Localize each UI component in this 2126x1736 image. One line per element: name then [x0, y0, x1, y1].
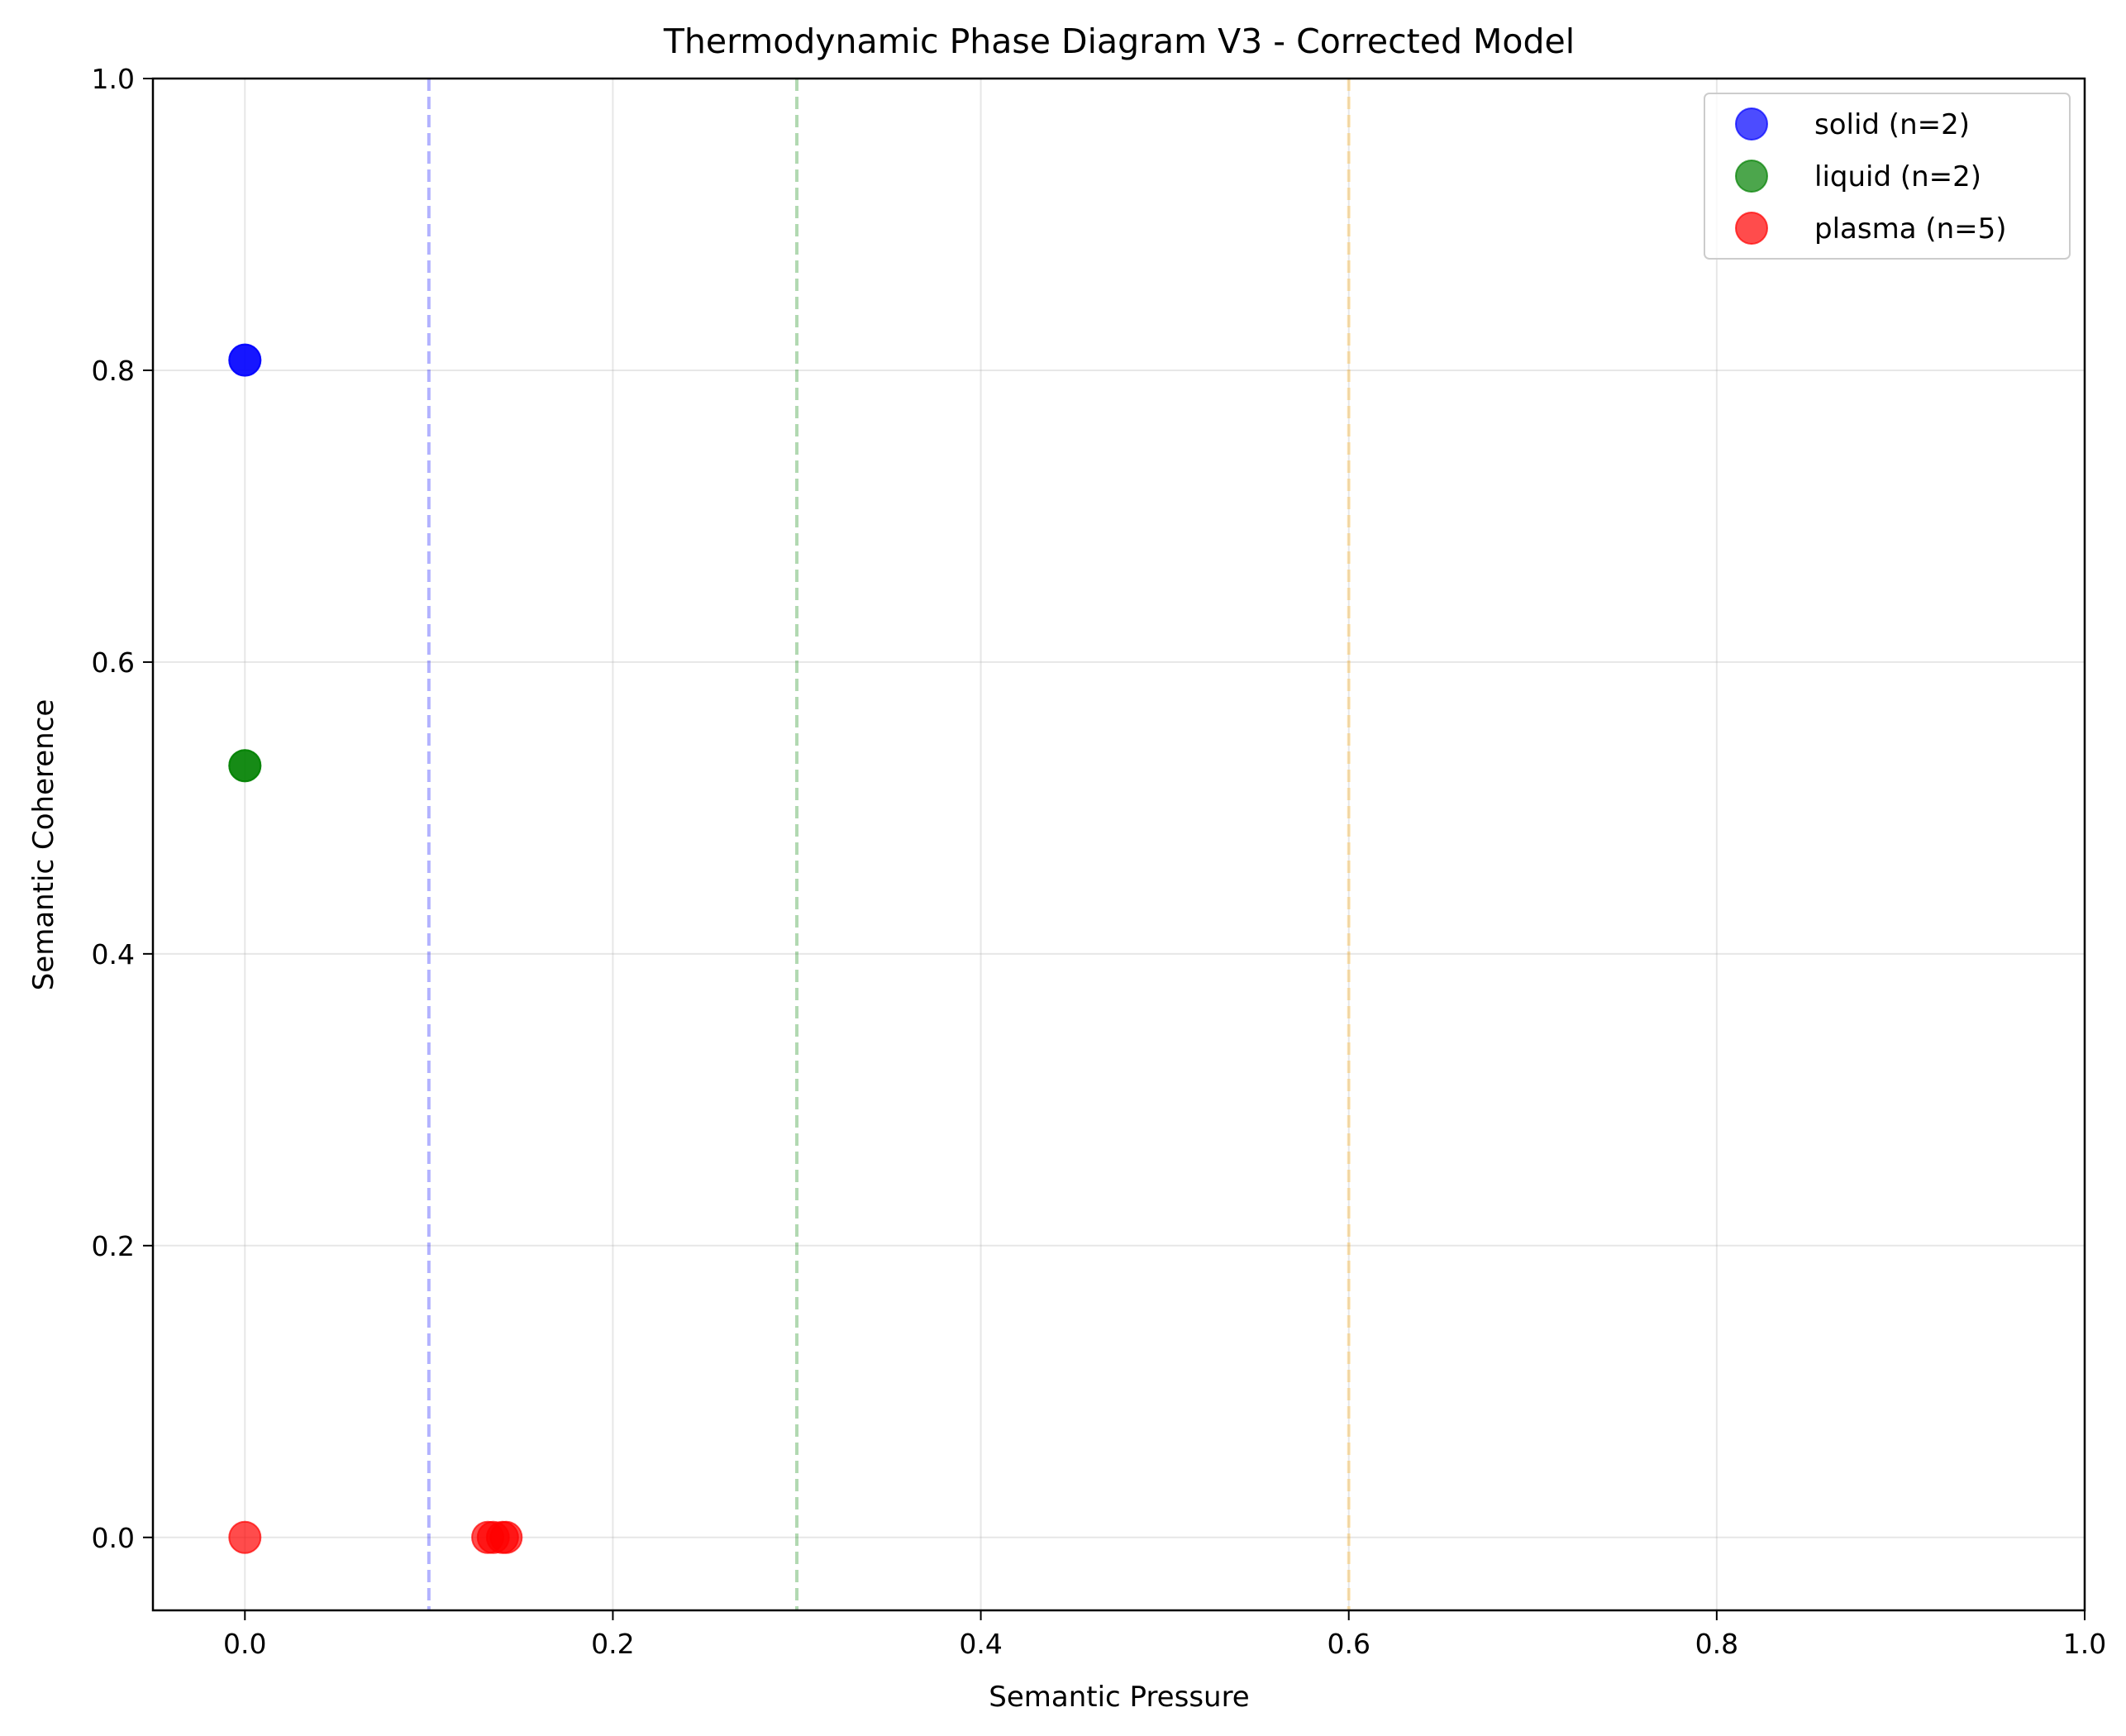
y-axis-label: Semantic Coherence: [27, 699, 60, 991]
plot-frame: [151, 77, 2086, 1612]
scatter-points: [228, 343, 523, 1554]
data-point-liquid: [228, 749, 262, 783]
legend: solid (n=2) liquid (n=2) plasma (n=5): [1704, 93, 2071, 260]
x-axis-label: Semantic Pressure: [989, 1681, 1249, 1714]
chart-title: Thermodynamic Phase Diagram V3 - Correct…: [663, 21, 1575, 61]
data-point-plasma: [489, 1520, 523, 1554]
x-tick-label: 0.6: [1327, 1628, 1370, 1660]
legend-marker: [1735, 107, 1768, 141]
legend-box: [1704, 93, 2071, 260]
axis-ticks: 0.0 0.2 0.4 0.6 0.8 1.0 0.0 0.2 0.4 0.6 0.8 1.0: [92, 63, 2107, 1660]
y-tick-label: 0.8: [92, 355, 135, 387]
legend-marker: [1735, 160, 1768, 193]
data-point-solid: [228, 343, 262, 377]
x-tick-label: 0.0: [223, 1628, 266, 1660]
legend-label: plasma (n=5): [1814, 212, 2007, 246]
x-tick-label: 0.4: [959, 1628, 1002, 1660]
legend-marker: [1735, 212, 1768, 245]
y-tick-label: 0.4: [92, 938, 135, 971]
x-tick-label: 1.0: [2063, 1628, 2106, 1660]
y-tick-label: 0.0: [92, 1522, 135, 1554]
x-tick-label: 0.8: [1695, 1628, 1738, 1660]
x-tick-label: 0.2: [591, 1628, 634, 1660]
legend-label: liquid (n=2): [1814, 160, 1981, 193]
y-tick-label: 0.2: [92, 1230, 135, 1262]
threshold-lines: [427, 79, 1351, 1610]
y-tick-label: 0.6: [92, 646, 135, 679]
legend-label: solid (n=2): [1814, 108, 1970, 141]
y-tick-label: 1.0: [92, 63, 135, 95]
data-point-plasma: [228, 1520, 262, 1554]
